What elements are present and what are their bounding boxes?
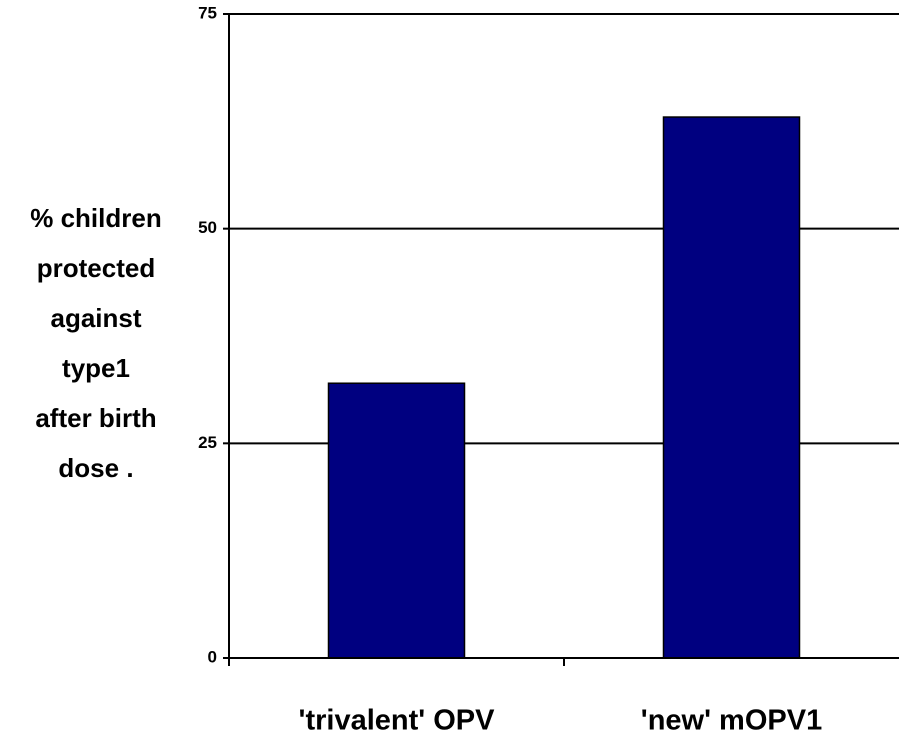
x-tick-label: 'trivalent' OPV — [299, 705, 496, 737]
y-axis-label: against — [50, 303, 141, 333]
y-tick-label: 75 — [198, 3, 217, 22]
y-axis-label: % children — [30, 203, 161, 233]
bar — [662, 116, 801, 659]
x-tick-label: 'new' mOPV1 — [641, 705, 822, 737]
y-tick-label: 0 — [208, 647, 217, 666]
y-axis-label: type1 — [62, 353, 130, 383]
y-tick-label: 25 — [198, 433, 217, 452]
y-axis-label: dose . — [58, 453, 133, 483]
y-tick-label: 50 — [198, 218, 217, 237]
bar — [327, 382, 466, 659]
y-axis-label: protected — [37, 253, 155, 283]
y-axis-label: after birth — [35, 403, 156, 433]
